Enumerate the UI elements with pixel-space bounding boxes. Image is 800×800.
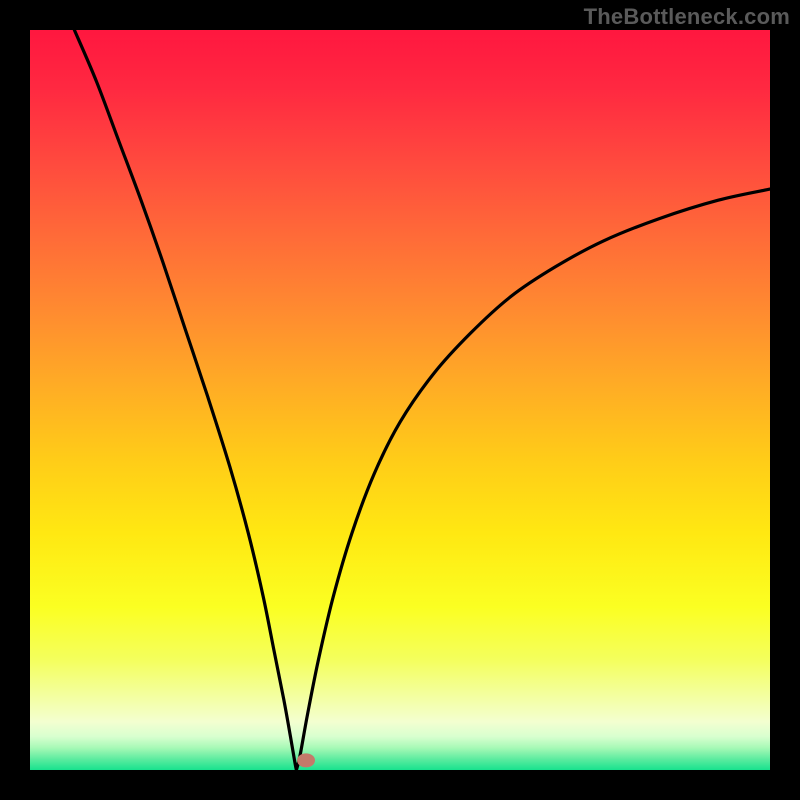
chart-container: TheBottleneck.com — [0, 0, 800, 800]
optimum-marker — [297, 753, 315, 767]
watermark-label: TheBottleneck.com — [584, 4, 790, 30]
bottleneck-chart-svg — [0, 0, 800, 800]
plot-area — [30, 30, 770, 770]
